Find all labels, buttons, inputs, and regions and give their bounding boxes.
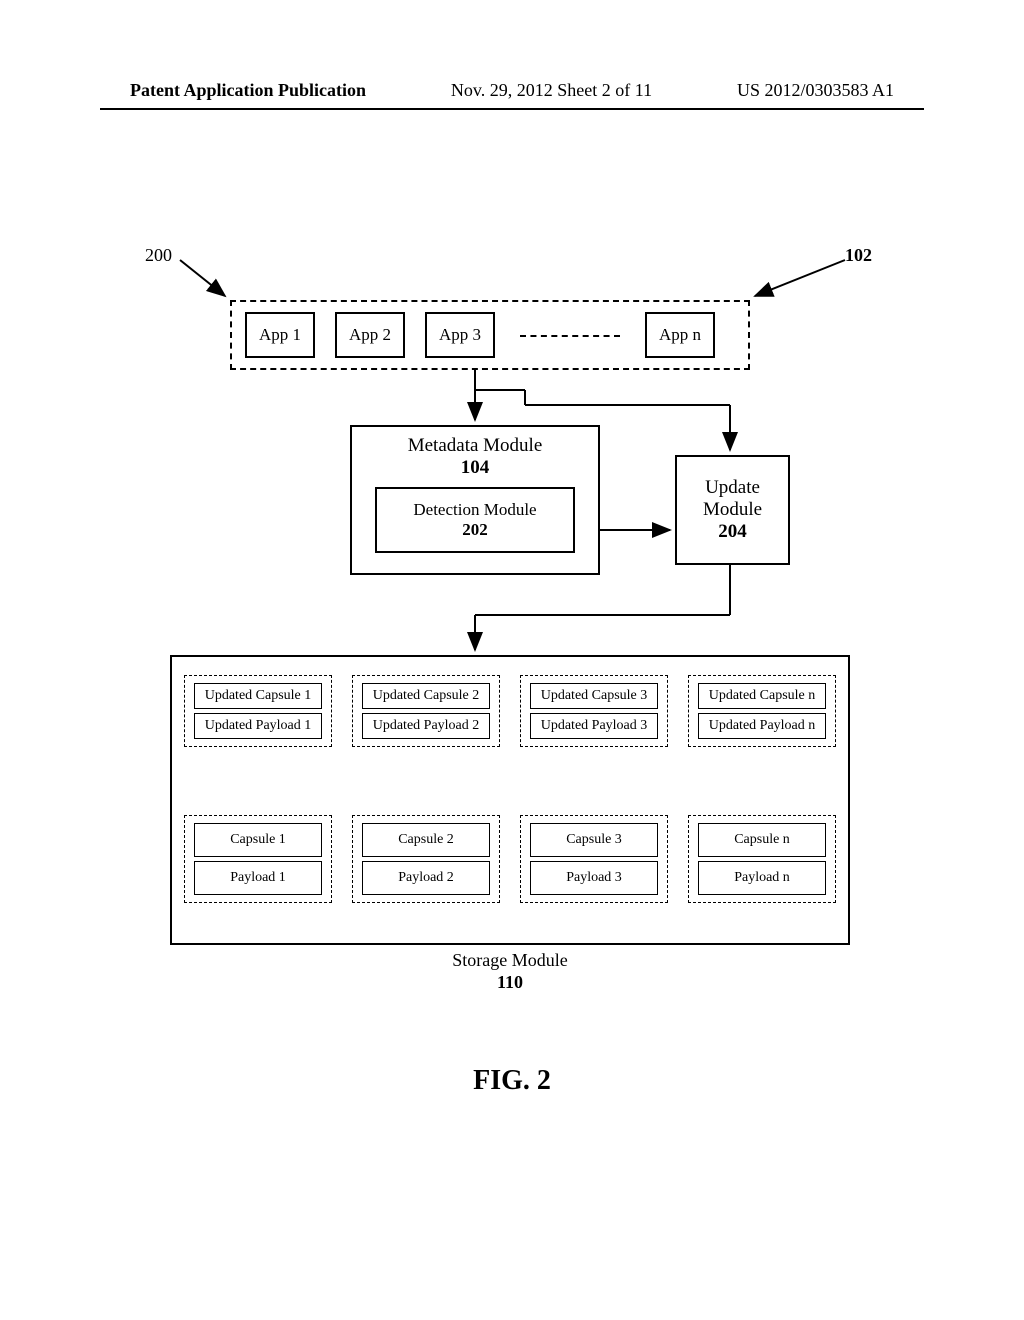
updated-payload-1: Updated Payload 1 [194,713,322,739]
detection-module: Detection Module 202 [375,487,575,553]
header-left: Patent Application Publication [130,80,366,101]
app-2: App 2 [335,312,405,358]
detection-num: 202 [462,520,488,540]
ref-102-label: 102 [845,245,872,266]
orig-group-n: Capsule n Payload n [688,815,836,903]
header-center: Nov. 29, 2012 Sheet 2 of 11 [451,80,652,101]
payload-3: Payload 3 [530,861,658,895]
update-num: 204 [718,521,747,543]
capsule-3: Capsule 3 [530,823,658,857]
app-1-label: App 1 [259,325,301,345]
updated-row: Updated Capsule 1 Updated Payload 1 Upda… [172,667,848,755]
diagram-container: 200 102 App 1 App 2 App 3 App n Metadata… [130,250,890,1050]
orig-row: Capsule 1 Payload 1 Capsule 2 Payload 2 … [172,807,848,911]
capsule-2: Capsule 2 [362,823,490,857]
storage-module: Updated Capsule 1 Updated Payload 1 Upda… [170,655,850,945]
app-1: App 1 [245,312,315,358]
orig-group-1: Capsule 1 Payload 1 [184,815,332,903]
updated-group-n: Updated Capsule n Updated Payload n [688,675,836,747]
update-module: Update Module 204 [675,455,790,565]
updated-capsule-1: Updated Capsule 1 [194,683,322,709]
updated-capsule-2: Updated Capsule 2 [362,683,490,709]
updated-payload-2: Updated Payload 2 [362,713,490,739]
app-3-label: App 3 [439,325,481,345]
update-title2: Module [703,499,762,521]
header-right: US 2012/0303583 A1 [737,80,894,101]
page-header: Patent Application Publication Nov. 29, … [0,80,1024,101]
figure-label: FIG. 2 [0,1065,1024,1097]
header-rule [100,108,924,110]
storage-num: 110 [130,972,890,993]
payload-1: Payload 1 [194,861,322,895]
app-3: App 3 [425,312,495,358]
updated-capsule-3: Updated Capsule 3 [530,683,658,709]
updated-group-3: Updated Capsule 3 Updated Payload 3 [520,675,668,747]
capsule-n: Capsule n [698,823,826,857]
storage-title: Storage Module [130,950,890,971]
metadata-num: 104 [461,457,490,479]
ref-200-label: 200 [145,245,172,266]
app-2-label: App 2 [349,325,391,345]
payload-2: Payload 2 [362,861,490,895]
detection-title: Detection Module [413,500,536,520]
updated-group-2: Updated Capsule 2 Updated Payload 2 [352,675,500,747]
orig-group-3: Capsule 3 Payload 3 [520,815,668,903]
capsule-1: Capsule 1 [194,823,322,857]
update-title: Update [705,477,760,499]
updated-payload-n: Updated Payload n [698,713,826,739]
updated-group-1: Updated Capsule 1 Updated Payload 1 [184,675,332,747]
updated-payload-3: Updated Payload 3 [530,713,658,739]
app-n: App n [645,312,715,358]
apps-ellipsis [520,335,620,337]
updated-capsule-n: Updated Capsule n [698,683,826,709]
payload-n: Payload n [698,861,826,895]
orig-group-2: Capsule 2 Payload 2 [352,815,500,903]
metadata-module: Metadata Module 104 Detection Module 202 [350,425,600,575]
metadata-title: Metadata Module [408,435,543,457]
app-n-label: App n [659,325,701,345]
